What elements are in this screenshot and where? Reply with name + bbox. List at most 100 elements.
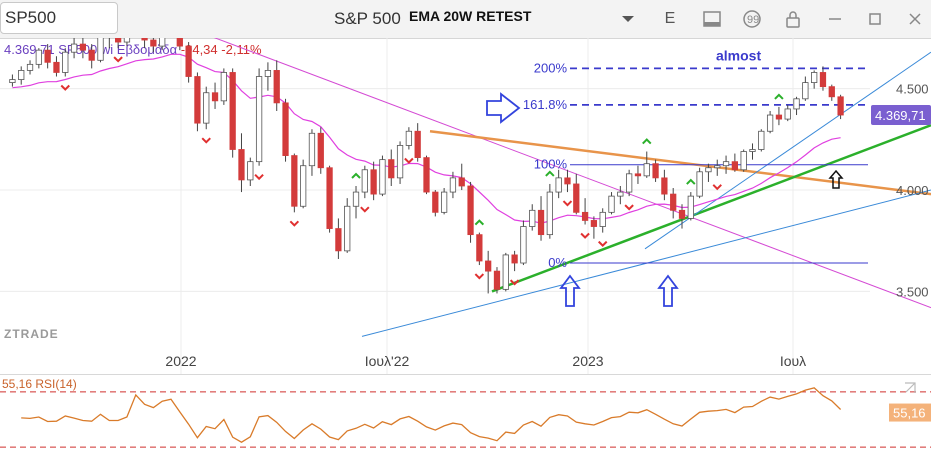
- lock-icon[interactable]: [780, 6, 806, 32]
- minimize-icon[interactable]: [822, 6, 848, 32]
- candle-body: [159, 38, 166, 47]
- candle-body: [185, 45, 192, 77]
- down-fractal-marker: [598, 240, 608, 248]
- toolbar: SP500 S&P 500 EMA 20W RETEST E 99: [0, 0, 931, 39]
- candle-body: [379, 159, 386, 195]
- candle-body: [749, 149, 756, 152]
- candle-body: [70, 43, 78, 53]
- candle-body: [35, 49, 42, 65]
- candle-body: [511, 254, 518, 264]
- candle-body: [828, 86, 835, 98]
- candle-body: [520, 226, 527, 264]
- candle-body: [599, 211, 606, 227]
- candle-body: [714, 165, 721, 169]
- change-percent: -2,11%: [221, 42, 262, 57]
- candle-body: [194, 76, 201, 124]
- candle-body: [634, 173, 642, 177]
- down-fractal-marker: [360, 206, 370, 213]
- close-icon[interactable]: [902, 6, 928, 32]
- candle-body: [670, 193, 677, 211]
- candle-body: [467, 185, 474, 236]
- candle-body: [485, 260, 492, 272]
- candle-body: [722, 161, 730, 167]
- candle-body: [458, 177, 465, 187]
- candle-body: [652, 163, 659, 179]
- chart-annotation: EMA 20W RETEST: [409, 8, 532, 24]
- fib-level-label: 0%: [548, 255, 567, 270]
- down-fractal-marker: [624, 204, 634, 211]
- candle-body: [581, 211, 589, 221]
- candle-body: [661, 177, 668, 195]
- candle-body: [432, 191, 439, 213]
- candle-body: [837, 96, 844, 116]
- candle-body: [766, 114, 774, 132]
- svg-text:99: 99: [747, 14, 759, 26]
- candle-body: [370, 169, 377, 195]
- e-button[interactable]: E: [664, 10, 676, 27]
- up-fractal-marker: [774, 93, 784, 100]
- candle-body: [449, 177, 457, 193]
- candle-body: [564, 177, 571, 185]
- time-axis-label: Ιουλ'22: [365, 353, 410, 369]
- magenta-trendline: [213, 38, 931, 309]
- candle-body: [79, 43, 87, 51]
- up-fractal-marker: [351, 172, 361, 179]
- candle-body: [300, 165, 307, 207]
- current-price-label: 4.369,71: [875, 108, 926, 123]
- candle-body: [784, 108, 791, 120]
- candle-body: [88, 49, 95, 61]
- up-fractal-marker: [545, 170, 555, 177]
- fib-level-label: 200%: [534, 60, 568, 75]
- candle-body: [211, 92, 219, 102]
- candle-body: [273, 70, 280, 104]
- blue-trendline-upper: [644, 51, 931, 250]
- candle-body: [396, 145, 404, 179]
- blue-up-arrow-2: [657, 274, 679, 307]
- candle-body: [282, 102, 289, 156]
- candle-body: [502, 254, 509, 290]
- current-price-tag: [871, 105, 931, 126]
- candle-body: [555, 177, 562, 193]
- candle-body: [802, 82, 809, 100]
- blue-right-arrow: [486, 92, 521, 124]
- ema-line: [12, 53, 841, 224]
- orange-trendline: [429, 130, 931, 196]
- down-fractal-marker: [201, 137, 211, 144]
- candle-body: [97, 38, 104, 61]
- panel-divider: [0, 374, 931, 375]
- rsi-value-label: 55,16: [893, 406, 926, 421]
- rsi-label: 55,16 RSI(14): [2, 377, 77, 391]
- down-fractal-marker: [580, 232, 590, 239]
- fib-level-label: 161.8%: [523, 97, 568, 112]
- down-fractal-marker: [474, 273, 485, 280]
- candle-body: [247, 161, 254, 181]
- candle-body: [326, 167, 333, 229]
- candle-body: [696, 171, 703, 197]
- almost-label: almost: [716, 47, 761, 63]
- down-fractal-marker: [289, 220, 300, 227]
- candle-body: [361, 169, 368, 193]
- layout-icon[interactable]: [699, 6, 725, 32]
- candle-body: [775, 114, 783, 120]
- candle-body: [573, 183, 580, 213]
- price-chart[interactable]: 200% 161.8% 100% 0% almost ZTRADE 4.500 4.000 3.…: [0, 38, 931, 457]
- fib-level-label: 100%: [534, 157, 568, 172]
- candle-body: [317, 132, 324, 169]
- dropdown-icon[interactable]: [615, 6, 641, 32]
- candle-body: [740, 151, 747, 171]
- candle-body: [537, 209, 545, 236]
- candle-body: [203, 92, 210, 124]
- candle-body: [626, 173, 633, 193]
- green-trendline: [491, 124, 931, 293]
- candle-body: [264, 70, 272, 77]
- restore-icon[interactable]: [862, 6, 888, 32]
- candle-body: [529, 209, 536, 227]
- time-axis-label: 2022: [165, 353, 196, 369]
- candle-body: [123, 38, 131, 43]
- chat-icon[interactable]: 99: [739, 6, 765, 32]
- candle-body: [476, 234, 483, 262]
- price-axis-label: 4.000: [896, 183, 929, 198]
- candle-body: [811, 72, 818, 83]
- symbol-input[interactable]: SP500: [0, 2, 118, 34]
- down-fractal-marker: [254, 174, 264, 181]
